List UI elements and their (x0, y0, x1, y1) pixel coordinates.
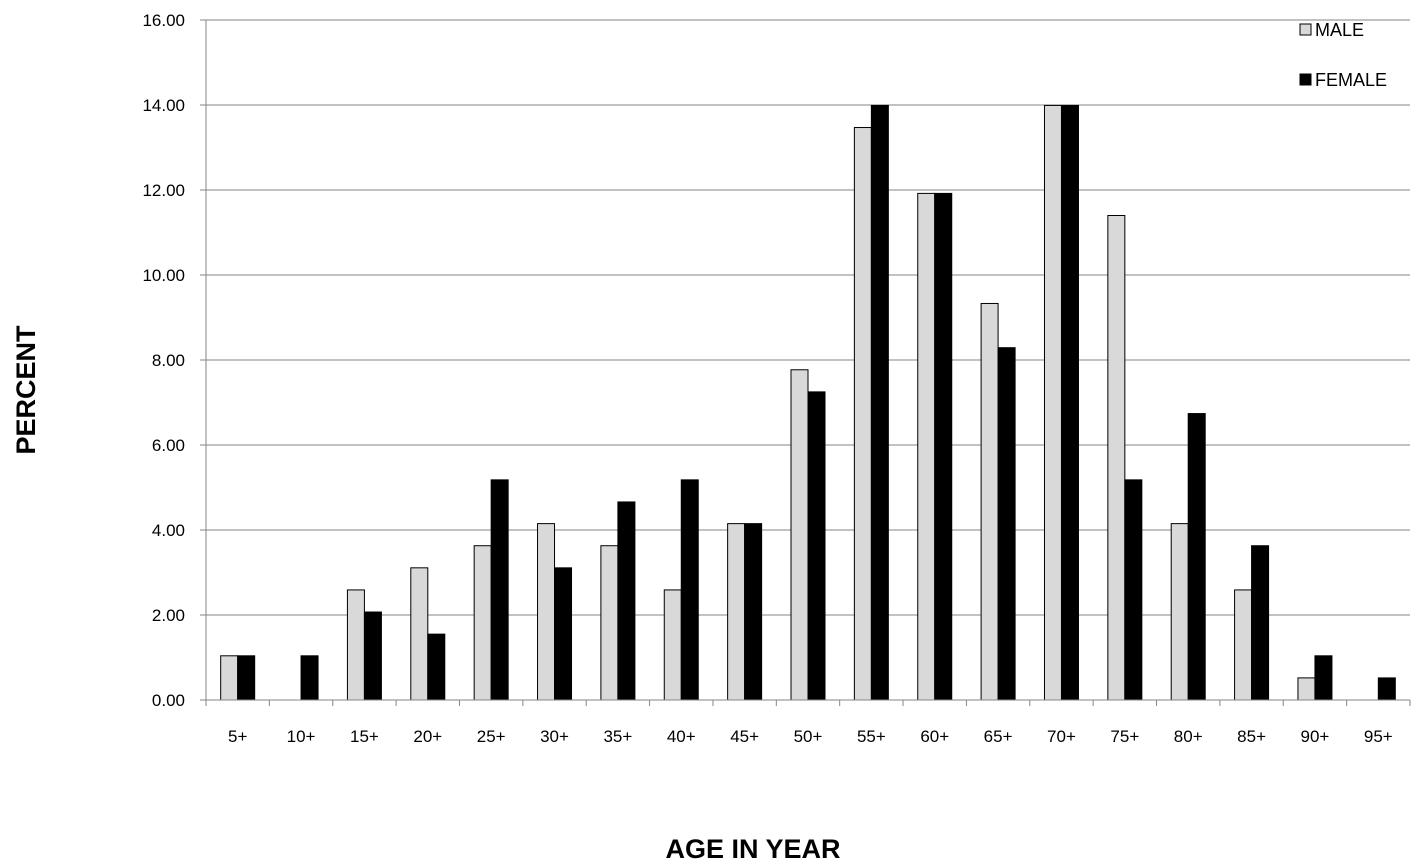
x-tick-label: 55+ (857, 727, 886, 746)
y-tick-label: 16.00 (142, 11, 185, 30)
bar-female (934, 192, 953, 701)
x-tick-label: 85+ (1237, 727, 1266, 746)
bar-female (1187, 413, 1206, 701)
bar-female (1124, 479, 1143, 701)
bar-female (1060, 104, 1079, 701)
y-tick-label: 2.00 (152, 606, 185, 625)
bar-male (1297, 677, 1316, 701)
y-tick-label: 0.00 (152, 691, 185, 710)
bar-female (427, 633, 446, 701)
x-tick-label: 80+ (1174, 727, 1203, 746)
x-tick-label: 5+ (228, 727, 247, 746)
y-tick-label: 4.00 (152, 521, 185, 540)
bar-female (617, 501, 636, 701)
x-tick-label: 30+ (540, 727, 569, 746)
legend-label-male: MALE (1315, 20, 1364, 40)
bar-male (1234, 589, 1253, 701)
bar-male (917, 192, 936, 701)
x-tick-label: 90+ (1301, 727, 1330, 746)
bar-female (680, 479, 699, 701)
legend-label-female: FEMALE (1315, 70, 1387, 90)
bar-male (663, 589, 682, 701)
bar-female (300, 655, 319, 701)
x-tick-label: 35+ (603, 727, 632, 746)
x-axis-title: AGE IN YEAR (665, 834, 840, 863)
x-tick-label: 10+ (287, 727, 316, 746)
bar-female (237, 655, 256, 701)
y-tick-label: 10.00 (142, 266, 185, 285)
y-tick-label: 6.00 (152, 436, 185, 455)
bar-female (554, 567, 573, 701)
bars (220, 104, 1396, 701)
x-tick-label: 20+ (413, 727, 442, 746)
bar-female (744, 523, 763, 701)
bar-female (1314, 655, 1333, 701)
bar-female (1251, 545, 1270, 701)
x-tick-label: 60+ (920, 727, 949, 746)
y-tick-label: 12.00 (142, 181, 185, 200)
bar-male (600, 545, 619, 701)
legend: MALE FEMALE (1299, 20, 1387, 90)
bar-male (537, 523, 556, 701)
x-tick-label: 65+ (984, 727, 1013, 746)
bar-female (1377, 677, 1396, 701)
bar-female (807, 391, 826, 701)
x-tick-label: 15+ (350, 727, 379, 746)
bar-male (1107, 215, 1126, 701)
x-tick-label: 25+ (477, 727, 506, 746)
x-tick-label: 40+ (667, 727, 696, 746)
bar-male (1043, 104, 1062, 701)
bar-female (363, 611, 382, 701)
legend-swatch-female (1299, 73, 1312, 86)
bar-male (727, 523, 746, 701)
bar-female (490, 479, 509, 701)
x-tick-label: 95+ (1364, 727, 1393, 746)
x-tick-label: 75+ (1110, 727, 1139, 746)
x-tick-label: 50+ (794, 727, 823, 746)
y-tick-label: 8.00 (152, 351, 185, 370)
bar-male (410, 567, 429, 701)
bar-male (790, 369, 809, 701)
y-tick-label: 14.00 (142, 96, 185, 115)
legend-swatch-male (1299, 23, 1312, 36)
x-tick-label: 70+ (1047, 727, 1076, 746)
bar-male (220, 655, 239, 701)
axes: 0.00 2.00 4.00 6.00 8.00 10.00 12.00 14.00 16.00… (142, 11, 1411, 746)
bar-male (1170, 523, 1189, 701)
bar-male (346, 589, 365, 701)
bar-male (473, 545, 492, 701)
bar-male (853, 127, 872, 701)
x-tick-label: 45+ (730, 727, 759, 746)
bar-female (997, 347, 1016, 701)
bar-female (870, 104, 889, 701)
bar-male (980, 302, 999, 701)
y-axis-title: PERCENT (11, 325, 41, 455)
